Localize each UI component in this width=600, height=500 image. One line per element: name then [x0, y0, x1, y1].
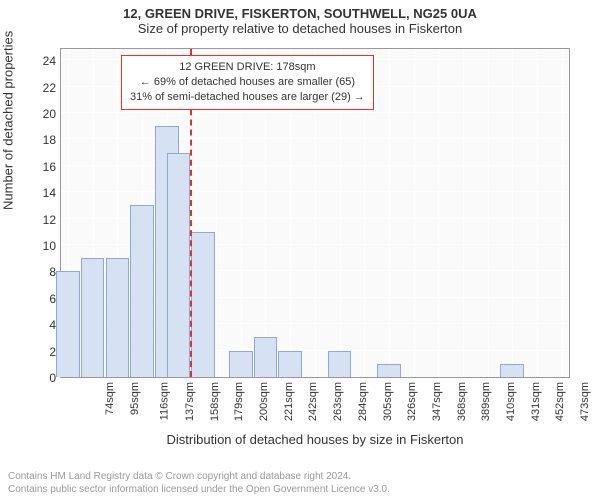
chart-title-sub: Size of property relative to detached ho… [0, 21, 600, 40]
x-tick-label: 284sqm [357, 382, 369, 421]
x-tick-label: 95sqm [129, 382, 141, 415]
histogram-bar [130, 205, 154, 377]
x-tick-label: 263sqm [332, 382, 344, 421]
annotation-line1: 12 GREEN DRIVE: 178sqm [130, 60, 365, 75]
grid-line-v [512, 49, 513, 377]
histogram-bar [229, 351, 253, 377]
footer-line1: Contains HM Land Registry data © Crown c… [8, 470, 600, 483]
chart-title-main: 12, GREEN DRIVE, FISKERTON, SOUTHWELL, N… [0, 0, 600, 21]
x-tick-label: 452sqm [554, 382, 566, 421]
y-tick-label: 0 [26, 371, 56, 385]
annotation-line3: 31% of semi-detached houses are larger (… [130, 90, 365, 105]
x-tick-label: 347sqm [431, 382, 443, 421]
x-tick-label: 158sqm [209, 382, 221, 421]
grid-line-v [562, 49, 563, 377]
histogram-bar [167, 153, 191, 377]
y-tick-label: 4 [26, 318, 56, 332]
y-tick-label: 24 [26, 54, 56, 68]
x-tick-label: 221sqm [283, 382, 295, 421]
y-axis-label: Number of detached properties [1, 31, 16, 210]
grid-line-v [414, 49, 415, 377]
grid-line-v [463, 49, 464, 377]
x-tick-label: 326sqm [406, 382, 418, 421]
x-axis-label: Distribution of detached houses by size … [60, 432, 570, 447]
histogram-plot: 12 GREEN DRIVE: 178sqm ← 69% of detached… [60, 48, 570, 378]
histogram-bar [500, 364, 524, 377]
footer-line2: Contains public sector information licen… [8, 483, 600, 496]
x-tick-label: 137sqm [184, 382, 196, 421]
grid-line-v [389, 49, 390, 377]
x-tick-label: 368sqm [456, 382, 468, 421]
y-tick-label: 8 [26, 265, 56, 279]
y-tick-label: 18 [26, 133, 56, 147]
y-tick-label: 14 [26, 186, 56, 200]
y-tick-label: 12 [26, 213, 56, 227]
x-tick-label: 431sqm [530, 382, 542, 421]
histogram-bar [328, 351, 352, 377]
histogram-bar [191, 232, 215, 377]
x-tick-label: 179sqm [234, 382, 246, 421]
histogram-bar [81, 258, 105, 377]
annotation-line2: ← 69% of detached houses are smaller (65… [130, 75, 365, 90]
grid-line-v [488, 49, 489, 377]
y-tick-label: 10 [26, 239, 56, 253]
x-tick-label: 389sqm [480, 382, 492, 421]
y-tick-label: 6 [26, 292, 56, 306]
y-tick-label: 2 [26, 345, 56, 359]
histogram-bar [56, 271, 80, 377]
x-tick-label: 473sqm [579, 382, 591, 421]
grid-line-v [537, 49, 538, 377]
y-tick-label: 20 [26, 107, 56, 121]
y-tick-label: 16 [26, 160, 56, 174]
x-tick-label: 242sqm [308, 382, 320, 421]
histogram-bar [377, 364, 401, 377]
x-tick-label: 74sqm [104, 382, 116, 415]
x-tick-label: 116sqm [159, 382, 171, 420]
histogram-bar [106, 258, 130, 377]
grid-line-v [438, 49, 439, 377]
annotation-box: 12 GREEN DRIVE: 178sqm ← 69% of detached… [121, 55, 374, 110]
y-tick-label: 22 [26, 81, 56, 95]
x-tick-label: 305sqm [382, 382, 394, 421]
footer-attribution: Contains HM Land Registry data © Crown c… [0, 470, 600, 496]
x-tick-label: 200sqm [258, 382, 270, 421]
histogram-bar [278, 351, 302, 377]
x-tick-label: 410sqm [505, 382, 517, 421]
histogram-bar [254, 337, 278, 377]
